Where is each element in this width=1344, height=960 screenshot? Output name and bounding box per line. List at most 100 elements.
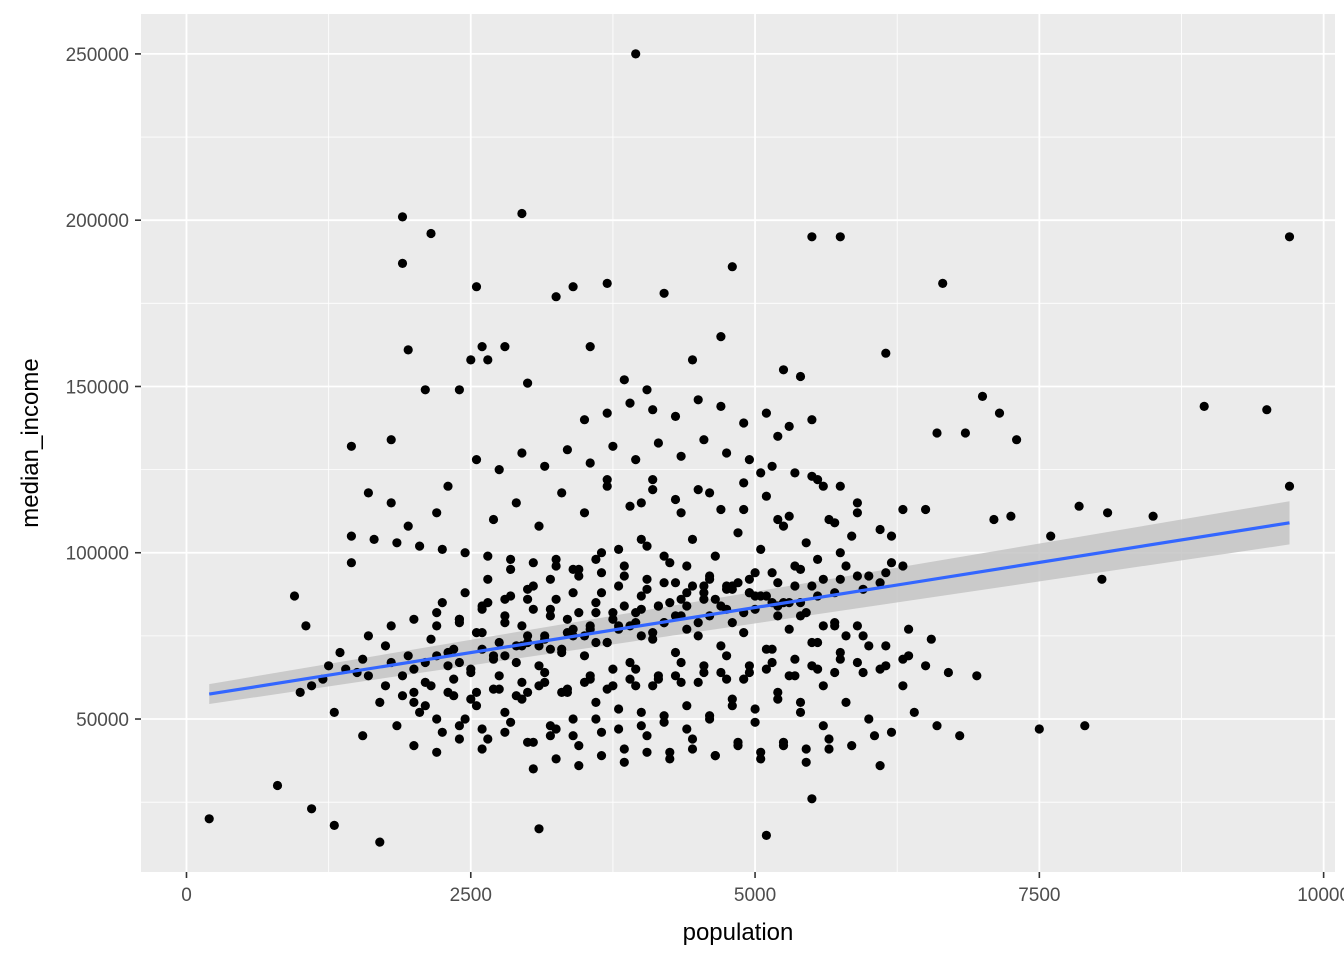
data-point xyxy=(437,727,447,737)
data-point xyxy=(608,614,618,624)
data-point xyxy=(801,757,811,767)
data-point xyxy=(858,631,868,641)
data-point xyxy=(813,637,823,648)
data-point xyxy=(483,598,493,608)
data-point xyxy=(994,408,1005,418)
data-point xyxy=(500,707,510,718)
data-point xyxy=(847,741,857,751)
data-point xyxy=(716,667,726,678)
data-point xyxy=(750,704,760,714)
data-point xyxy=(449,691,459,701)
data-point xyxy=(767,657,777,668)
y-tick-label: 200000 xyxy=(66,211,129,232)
data-point xyxy=(625,674,635,684)
data-point xyxy=(500,651,510,661)
data-point xyxy=(432,714,442,724)
data-point xyxy=(847,531,857,541)
data-point xyxy=(648,634,658,644)
data-point xyxy=(1148,511,1158,521)
data-point xyxy=(454,721,464,731)
data-point xyxy=(676,451,686,461)
data-point xyxy=(596,548,607,558)
data-point xyxy=(625,398,635,408)
plot-panel xyxy=(141,14,1335,872)
data-point xyxy=(875,761,885,771)
data-point xyxy=(307,681,317,691)
data-point xyxy=(466,667,476,678)
data-point xyxy=(795,697,806,708)
data-point xyxy=(585,671,595,681)
data-point xyxy=(642,747,652,757)
data-point xyxy=(528,737,538,747)
data-point xyxy=(517,208,527,219)
points-layer xyxy=(204,49,1295,847)
data-point xyxy=(523,631,533,641)
data-point xyxy=(579,677,590,688)
data-point xyxy=(784,511,794,521)
data-point xyxy=(443,661,453,671)
y-tick-label: 100000 xyxy=(66,544,129,565)
data-point xyxy=(670,494,681,505)
data-point xyxy=(608,608,618,618)
data-point xyxy=(648,475,658,485)
data-point xyxy=(204,814,214,824)
data-point xyxy=(545,574,556,584)
data-point xyxy=(420,701,430,711)
data-point xyxy=(346,441,356,451)
data-point xyxy=(375,697,385,708)
y-tick-label: 150000 xyxy=(66,377,129,398)
data-point xyxy=(818,621,828,631)
data-point xyxy=(517,677,527,688)
confidence-band-layer xyxy=(209,501,1290,705)
data-point xyxy=(756,754,766,764)
major-grid xyxy=(141,14,1335,872)
data-point xyxy=(830,518,840,528)
data-point xyxy=(744,574,755,584)
data-point xyxy=(363,631,373,641)
data-point xyxy=(619,744,629,754)
data-point xyxy=(426,228,436,239)
data-point xyxy=(602,278,612,288)
data-point xyxy=(750,717,760,727)
data-point xyxy=(864,571,874,581)
data-point xyxy=(574,608,584,618)
data-point xyxy=(733,741,743,751)
data-point xyxy=(506,717,516,727)
data-point xyxy=(454,734,464,744)
data-point xyxy=(551,724,561,734)
data-point xyxy=(687,581,698,591)
data-point xyxy=(409,741,419,751)
data-point xyxy=(454,614,464,624)
data-point xyxy=(329,820,339,831)
data-point xyxy=(1199,401,1209,411)
data-point xyxy=(523,594,533,604)
data-point xyxy=(420,677,430,688)
data-point xyxy=(619,757,629,767)
confidence-band xyxy=(209,501,1290,705)
data-point xyxy=(818,681,828,691)
data-point xyxy=(682,624,692,634)
data-point xyxy=(534,824,544,834)
data-point xyxy=(750,568,760,578)
data-point xyxy=(324,661,334,671)
data-point xyxy=(409,614,419,624)
data-point xyxy=(653,601,664,611)
data-point xyxy=(778,521,789,531)
data-point xyxy=(761,408,772,418)
data-point xyxy=(1046,531,1056,541)
data-point xyxy=(682,601,692,611)
data-point xyxy=(705,488,715,498)
data-point xyxy=(460,588,470,598)
data-point xyxy=(307,804,317,814)
data-point xyxy=(852,571,863,581)
data-point xyxy=(409,664,419,674)
data-point xyxy=(841,631,851,641)
data-point xyxy=(886,531,897,541)
data-point xyxy=(830,621,840,631)
data-point xyxy=(801,744,811,754)
data-point xyxy=(665,558,675,568)
data-point xyxy=(835,647,845,658)
data-point xyxy=(562,687,573,698)
data-point xyxy=(636,721,646,731)
data-point xyxy=(699,661,709,671)
